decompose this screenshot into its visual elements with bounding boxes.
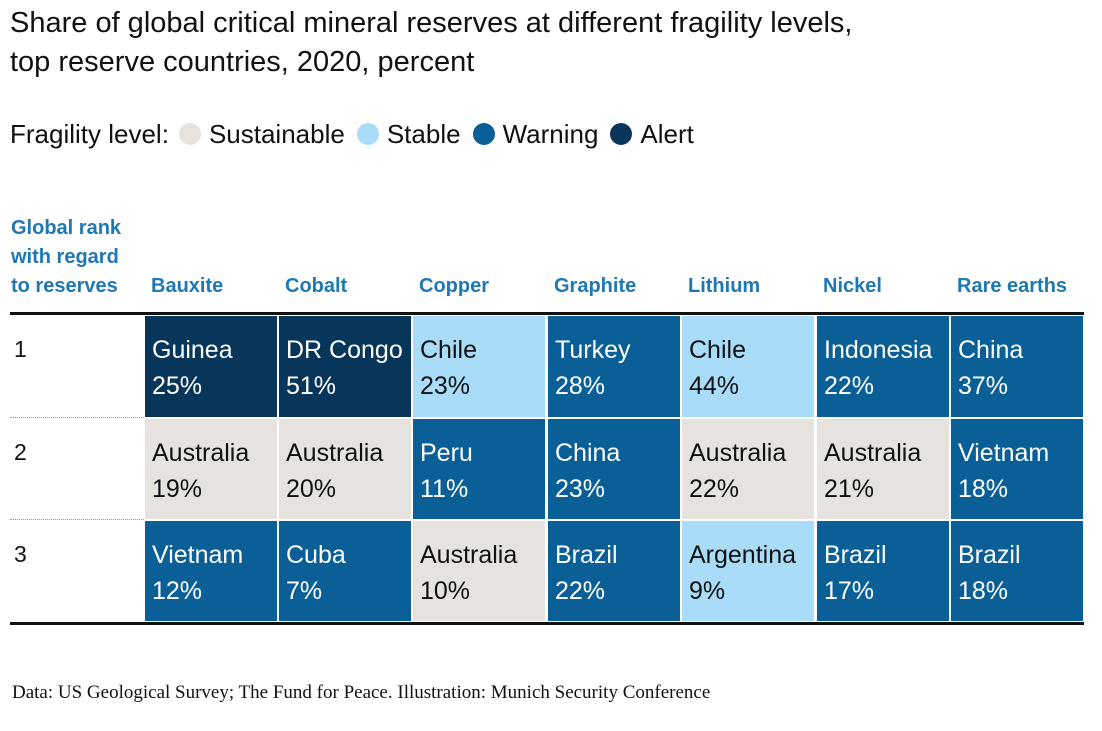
cell-share: 18% [958, 475, 1009, 503]
table-cell-graphite-rank-1: Turkey 28% [547, 315, 681, 418]
cell-share: 23% [555, 475, 606, 503]
column-header-graphite: Graphite [554, 275, 637, 297]
legend-item-warning: Warning [472, 118, 599, 150]
table-cell-cobalt-rank-2: Australia 20% [278, 418, 412, 520]
cell-share: 23% [420, 372, 471, 400]
cell-country: Australia [824, 439, 922, 467]
cell-share: 11% [420, 475, 469, 503]
cell-country: China [958, 336, 1024, 364]
cell-share: 44% [689, 372, 740, 400]
legend-text-warning: Warning [502, 118, 599, 149]
rank-label-1: 1 [14, 336, 27, 362]
rank-column-header: Global rank with regard to reserves [11, 214, 146, 301]
row-separator [10, 519, 144, 520]
table-cell-lithium-rank-2: Australia 22% [681, 418, 815, 520]
rank-header-line-3: to reserves [11, 275, 118, 297]
cell-country: Australia [286, 439, 384, 467]
cell-share: 17% [824, 577, 875, 605]
cell-country: Vietnam [958, 439, 1050, 467]
table-cell-graphite-rank-3: Brazil 22% [547, 520, 681, 622]
chart-title-line-1: Share of global critical mineral reserve… [10, 7, 853, 39]
cell-country: Australia [420, 541, 518, 569]
table-cell-bauxite-rank-1: Guinea 25% [144, 315, 278, 418]
table-bottom-rule [10, 622, 1084, 625]
column-header-nickel: Nickel [823, 275, 882, 297]
rank-header-line-2: with regard [11, 246, 119, 268]
cell-country: Peru [420, 439, 473, 467]
table-cell-graphite-rank-2: China 23% [547, 418, 681, 520]
table-cell-rare-earths-rank-3: Brazil 18% [950, 520, 1084, 622]
cell-country: Turkey [555, 336, 631, 364]
cell-country: Guinea [152, 336, 233, 364]
cell-share: 51% [286, 372, 337, 400]
table-cell-bauxite-rank-2: Australia 19% [144, 418, 278, 520]
cell-country: Cuba [286, 541, 346, 569]
cell-share: 10% [420, 577, 471, 605]
legend-text-alert: Alert [640, 118, 694, 149]
table-cell-nickel-rank-1: Indonesia 22% [816, 315, 950, 418]
table-top-rule [10, 312, 1084, 315]
table-cell-rare-earths-rank-1: China 37% [950, 315, 1084, 418]
cell-share: 7% [286, 577, 323, 605]
cell-share: 12% [152, 577, 203, 605]
rank-label-3: 3 [14, 541, 27, 567]
cell-share: 22% [555, 577, 606, 605]
legend-dot-stable [356, 123, 379, 145]
cell-share: 18% [958, 577, 1009, 605]
cell-country: China [555, 439, 621, 467]
legend-item-stable: Stable [356, 118, 461, 150]
legend-dot-warning [472, 123, 495, 145]
cell-country: Chile [420, 336, 477, 364]
cell-country: Brazil [958, 541, 1021, 569]
chart-title: Share of global critical mineral reserve… [10, 4, 1095, 82]
cell-share: 19% [152, 475, 203, 503]
table-cell-cobalt-rank-3: Cuba 7% [278, 520, 412, 622]
cell-share: 22% [824, 372, 875, 400]
cell-country: Argentina [689, 541, 797, 569]
row-separator [10, 417, 144, 418]
column-header-cobalt: Cobalt [285, 275, 348, 297]
legend-item-alert: Alert [610, 118, 694, 150]
cell-country: Indonesia [824, 336, 933, 364]
table-cell-cobalt-rank-1: DR Congo 51% [278, 315, 412, 418]
column-header-bauxite: Bauxite [151, 275, 224, 297]
column-header-lithium: Lithium [688, 275, 761, 297]
legend-label: Fragility level: [10, 118, 169, 149]
table-cell-nickel-rank-2: Australia 21% [816, 418, 950, 520]
table-cell-nickel-rank-3: Brazil 17% [816, 520, 950, 622]
table-cell-copper-rank-1: Chile 23% [412, 315, 546, 418]
legend-dot-alert [610, 123, 633, 145]
cell-share: 28% [555, 372, 606, 400]
rank-header-line-1: Global rank [11, 217, 122, 239]
table-cell-lithium-rank-1: Chile 44% [681, 315, 815, 418]
cell-country: Brazil [555, 541, 618, 569]
cell-country: Brazil [824, 541, 887, 569]
legend-text-sustainable: Sustainable [208, 118, 345, 149]
cell-country: Chile [689, 336, 746, 364]
legend-dot-sustainable [178, 123, 201, 145]
table-cell-bauxite-rank-3: Vietnam 12% [144, 520, 278, 622]
table-cell-lithium-rank-3: Argentina 9% [681, 520, 815, 622]
chart-title-line-2: top reserve countries, 2020, percent [10, 46, 475, 78]
table-cell-copper-rank-2: Peru 11% [412, 418, 546, 520]
cell-share: 20% [286, 475, 337, 503]
column-header-rare-earths: Rare earths [957, 275, 1068, 297]
cell-share: 22% [689, 475, 740, 503]
table-cell-copper-rank-3: Australia 10% [412, 520, 546, 622]
cell-country: DR Congo [286, 336, 403, 364]
rank-label-2: 2 [14, 439, 27, 465]
cell-share: 21% [824, 475, 875, 503]
cell-share: 9% [689, 577, 726, 605]
cell-country: Australia [152, 439, 250, 467]
column-header-copper: Copper [419, 275, 489, 297]
legend-text-stable: Stable [386, 118, 461, 149]
cell-share: 25% [152, 372, 203, 400]
legend: Fragility level: Sustainable Stable Warn… [10, 116, 706, 152]
source-note: Data: US Geological Survey; The Fund for… [12, 682, 711, 703]
cell-share: 37% [958, 372, 1009, 400]
legend-item-sustainable: Sustainable [178, 118, 345, 150]
cell-country: Vietnam [152, 541, 244, 569]
cell-country: Australia [689, 439, 787, 467]
table-cell-rare-earths-rank-2: Vietnam 18% [950, 418, 1084, 520]
